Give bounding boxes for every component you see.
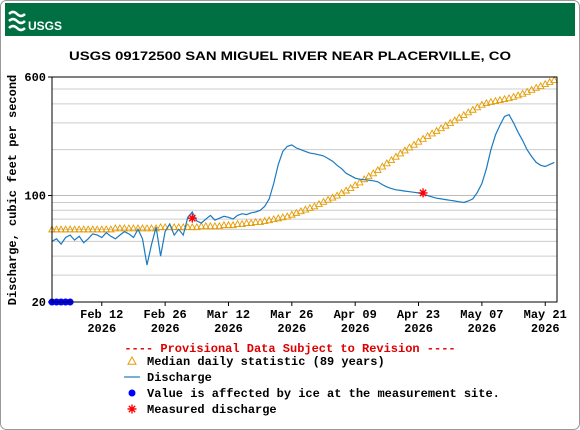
legend-label: Measured discharge [147, 403, 277, 417]
x-tick-label: 2026 [87, 322, 116, 336]
median-marker [233, 219, 242, 228]
x-tick-label: Apr 23 [397, 308, 440, 322]
median-marker [197, 221, 206, 230]
x-tick-label: 2026 [467, 322, 496, 336]
median-marker [66, 225, 75, 233]
x-tick-label: 2026 [151, 322, 180, 336]
median-marker [147, 224, 156, 232]
median-marker [256, 217, 265, 226]
x-tick-label: 2026 [214, 322, 243, 336]
median-marker [500, 94, 509, 103]
median-marker [496, 95, 504, 103]
median-marker [111, 224, 120, 232]
median-marker [550, 75, 559, 84]
median-marker [215, 221, 224, 230]
logo-waves [8, 10, 26, 32]
legend-symbol [127, 355, 137, 365]
median-marker [97, 225, 106, 233]
x-tick-label: 2026 [341, 322, 370, 336]
provisional-note: ---- Provisional Data Subject to Revisio… [124, 342, 455, 356]
median-marker [52, 225, 61, 233]
median-marker [192, 223, 201, 231]
median-marker [491, 96, 500, 104]
median-marker [88, 225, 97, 233]
median-marker [138, 224, 147, 232]
median-marker [247, 218, 256, 227]
median-marker [120, 224, 129, 232]
median-marker [201, 221, 210, 230]
median-marker [269, 214, 278, 223]
median-marker [486, 97, 495, 105]
median-marker [251, 217, 260, 226]
x-tick-label: Feb 12 [80, 308, 123, 322]
median-marker [115, 224, 124, 232]
median-marker [124, 224, 133, 232]
median-marker [229, 220, 237, 229]
median-marker [106, 225, 115, 233]
legend-symbol [127, 404, 137, 414]
median-marker [161, 223, 170, 231]
x-tick-label: Mar 26 [270, 308, 313, 322]
median-marker [79, 225, 88, 233]
chart-title: USGS 09172500 SAN MIGUEL RIVER NEAR PLAC… [69, 49, 511, 63]
y-tick-label: 100 [24, 190, 46, 204]
median-marker [373, 165, 382, 174]
x-tick-label: May 07 [460, 308, 503, 322]
measured-marker [418, 188, 428, 198]
legend-label: Discharge [147, 371, 212, 385]
y-tick-label: 600 [24, 71, 46, 85]
x-tick-label: Feb 26 [144, 308, 187, 322]
median-marker [482, 98, 491, 107]
x-tick-label: 2026 [531, 322, 560, 336]
median-marker [61, 225, 70, 233]
median-marker [219, 220, 228, 229]
legend-label: Median daily statistic (89 years) [147, 355, 385, 369]
median-marker [224, 220, 233, 229]
median-marker [102, 225, 111, 233]
median-marker [387, 155, 396, 164]
median-marker [170, 223, 179, 231]
median-marker [183, 223, 192, 231]
measured-marker [187, 213, 197, 223]
median-marker [84, 225, 93, 233]
median-marker [278, 213, 287, 221]
median-marker [265, 215, 274, 224]
header-bar [5, 3, 575, 36]
legend-label: Value is affected by ice at the measurem… [147, 387, 500, 401]
median-marker [242, 218, 251, 227]
median-marker [274, 214, 283, 222]
median-marker [206, 221, 215, 230]
plot-frame [51, 76, 558, 303]
legend-symbol [128, 389, 136, 397]
median-marker [260, 216, 269, 225]
median-marker [238, 219, 247, 228]
discharge-line [51, 113, 555, 266]
logo-text: USGS [28, 19, 62, 33]
x-tick-label: Apr 09 [334, 308, 377, 322]
x-tick-label: 2026 [404, 322, 433, 336]
y-tick-label: 20 [32, 296, 46, 310]
median-marker [75, 225, 84, 233]
median-marker [210, 221, 219, 230]
median-marker [134, 224, 142, 232]
median-marker [143, 224, 151, 232]
median-marker [156, 223, 165, 231]
x-tick-label: May 21 [524, 308, 567, 322]
median-marker [93, 225, 102, 233]
median-marker [188, 223, 197, 231]
median-marker [57, 225, 66, 233]
median-marker [70, 225, 79, 233]
x-tick-label: Mar 12 [207, 308, 250, 322]
x-tick-label: 2026 [277, 322, 306, 336]
median-marker [129, 224, 138, 232]
y-axis-label: Discharge, cubic feet per second [6, 75, 20, 305]
median-marker [505, 93, 513, 102]
